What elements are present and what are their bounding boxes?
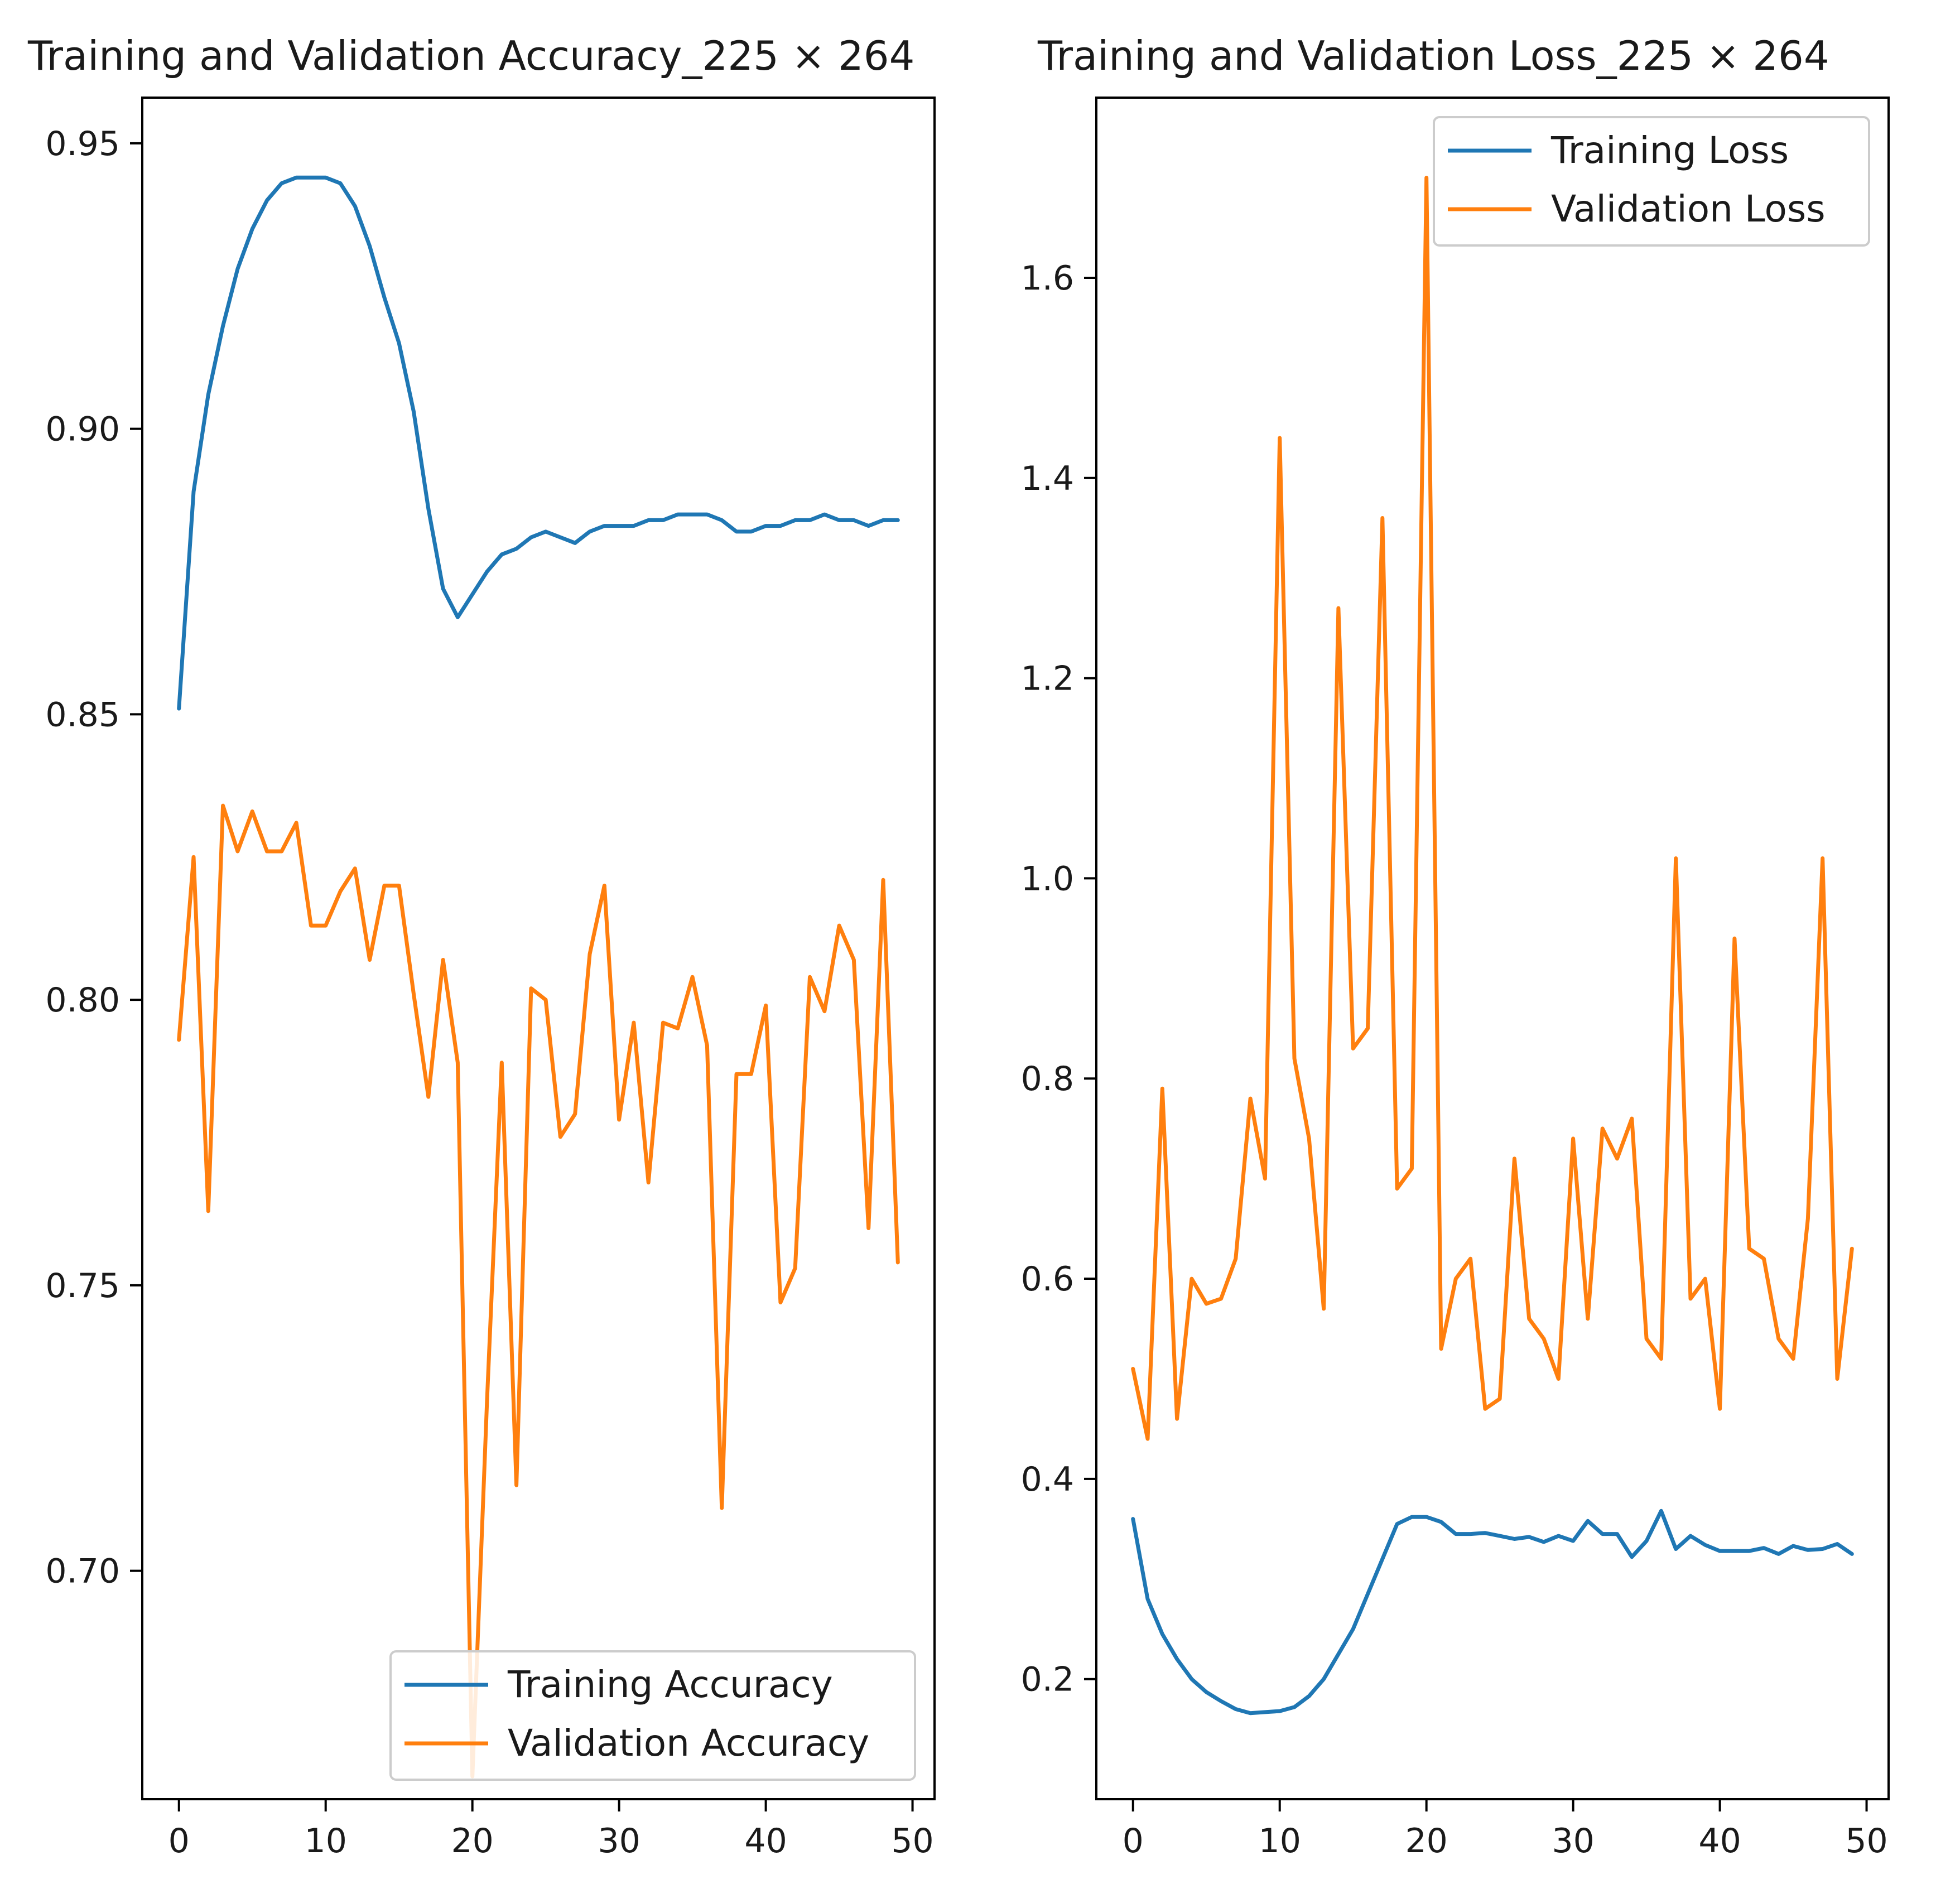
y-tick-label: 1.0	[1021, 859, 1074, 898]
legend-box	[389, 1650, 916, 1781]
x-tick-label: 30	[1552, 1822, 1594, 1861]
x-tick-label: 50	[1845, 1822, 1887, 1861]
legend: Training Loss Validation Loss	[1433, 116, 1870, 247]
plot-frame	[1095, 97, 1890, 1800]
x-tick-label: 20	[1405, 1822, 1447, 1861]
loss-chart: Training and Validation Loss_225 × 264 0…	[1021, 32, 1890, 1861]
legend-label: Validation Accuracy	[508, 1722, 869, 1765]
validation-loss-line	[1131, 176, 1854, 1441]
x-tick-label: 0	[1123, 1822, 1144, 1861]
y-tick-label: 0.6	[1021, 1260, 1074, 1299]
x-tick-label: 10	[1259, 1822, 1301, 1861]
x-tick-label: 40	[1698, 1822, 1741, 1861]
y-tick-label: 0.75	[45, 1266, 120, 1305]
legend-label: Validation Loss	[1551, 187, 1826, 230]
y-tick-label: 0.2	[1021, 1660, 1074, 1699]
validation-accuracy-line	[177, 803, 900, 1779]
y-tick-label: 1.4	[1021, 459, 1074, 498]
accuracy-chart: Training and Validation Accuracy_225 × 2…	[27, 32, 936, 1861]
chart-title: Training and Validation Accuracy_225 × 2…	[27, 32, 914, 79]
training-loss-line	[1131, 1509, 1854, 1716]
legend-box	[1433, 116, 1870, 247]
series-lines	[177, 175, 900, 1779]
x-tick-label: 20	[451, 1822, 493, 1861]
x-tick-label: 30	[598, 1822, 640, 1861]
y-tick-label: 0.8	[1021, 1059, 1074, 1098]
plot-frame	[141, 97, 936, 1800]
legend-label: Training Accuracy	[507, 1663, 833, 1706]
y-tick-label: 0.80	[45, 981, 120, 1020]
axis-ticks: 0 10 20 30 40 50 0.2 0.4 0.6 0.8 1.0 1.2 1.4 1.6	[1021, 259, 1888, 1861]
y-tick-label: 0.4	[1021, 1460, 1074, 1499]
legend: Training Accuracy Validation Accuracy	[389, 1650, 916, 1781]
x-tick-label: 40	[744, 1822, 787, 1861]
series-lines	[1131, 176, 1854, 1716]
y-tick-label: 0.70	[45, 1552, 120, 1591]
chart-title: Training and Validation Loss_225 × 264	[1037, 32, 1829, 79]
y-tick-label: 0.90	[45, 410, 120, 449]
y-tick-label: 0.85	[45, 695, 120, 734]
x-tick-label: 50	[891, 1822, 933, 1861]
training-accuracy-line	[177, 175, 900, 711]
y-tick-label: 1.6	[1021, 259, 1074, 298]
x-tick-label: 10	[305, 1822, 347, 1861]
x-tick-label: 0	[168, 1822, 190, 1861]
y-tick-label: 0.95	[45, 124, 120, 163]
legend-label: Training Loss	[1550, 129, 1789, 172]
axis-ticks: 0 10 20 30 40 50 0.70 0.75 0.80 0.85 0.90 0.95	[45, 124, 933, 1861]
y-tick-label: 1.2	[1021, 659, 1074, 698]
